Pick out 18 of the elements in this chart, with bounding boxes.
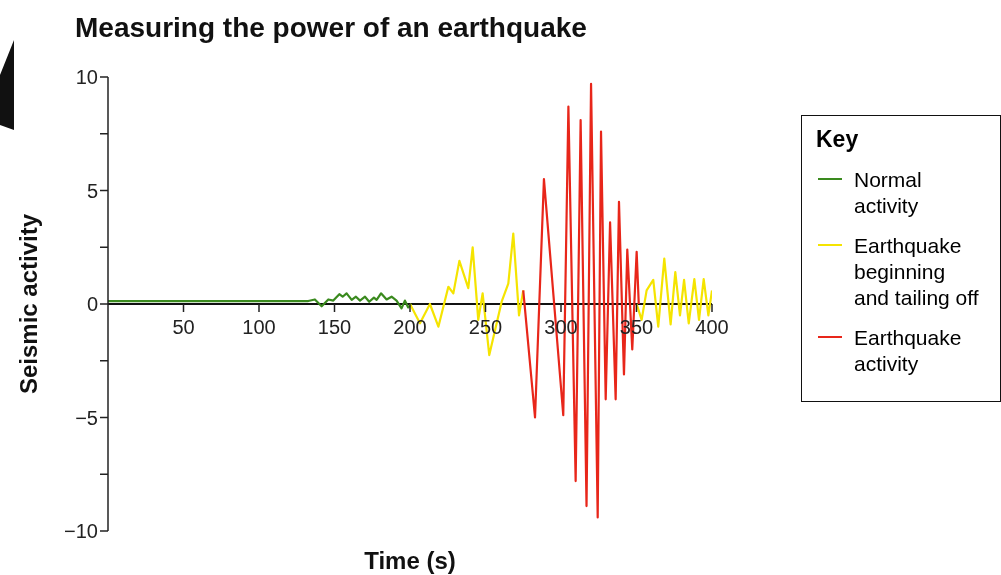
legend-label: Earthquake activity: [854, 325, 963, 377]
x-tick-label: 100: [242, 316, 276, 338]
x-axis-title: Time (s): [364, 547, 456, 574]
y-axis-title: Seismic activity: [14, 213, 42, 395]
y-tick-label: 5: [86, 179, 98, 202]
x-tick-label: 50: [172, 316, 195, 338]
y-tick-label: 10: [75, 66, 98, 89]
y-tick-label: 0: [86, 293, 98, 316]
y-tick-label: −5: [75, 406, 98, 429]
x-tick-label: 200: [393, 316, 427, 338]
y-tick-label: −10: [64, 520, 98, 543]
legend-title: Key: [816, 126, 860, 153]
line-series: [108, 292, 413, 310]
x-tick-label: 150: [317, 316, 352, 338]
chart-title: Measuring the power of an earthquake: [75, 12, 587, 44]
x-tick-label: 400: [695, 316, 729, 338]
legend-label: Normal activity: [854, 167, 923, 219]
legend-label: Earthquake beginning and tailing off: [854, 233, 980, 311]
